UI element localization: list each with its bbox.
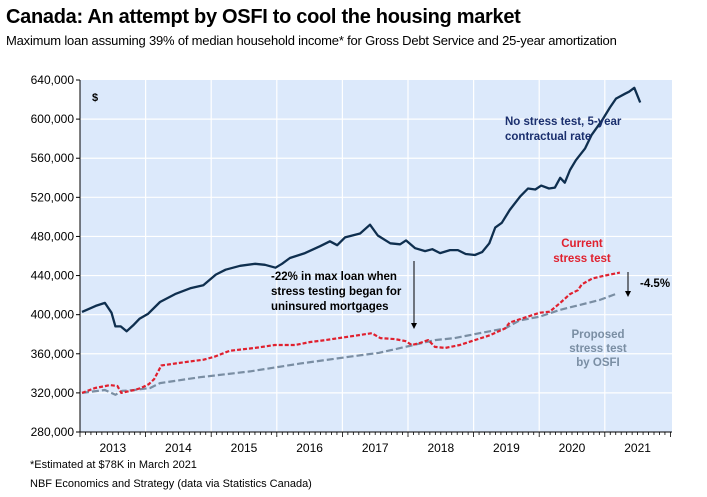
annotations: $ No stress test, 5-year contractual rate C…: [92, 92, 670, 369]
y-tick-label: 600,000: [31, 112, 75, 126]
x-tick-label: 2017: [362, 441, 389, 455]
gridlines: [80, 80, 672, 432]
label-current-stress-test-line: stress test: [553, 253, 611, 265]
x-tick-label: 2019: [493, 441, 520, 455]
chart-title: Canada: An attempt by OSFI to cool the h…: [6, 6, 521, 28]
y-tick-label: 560,000: [31, 151, 75, 165]
y-tick-label: 520,000: [31, 190, 75, 204]
label-stress-test-drop-line: uninsured mortgages: [271, 301, 389, 313]
label-proposed-stress-test-line: by OSFI: [576, 357, 619, 369]
y-tick-label: 280,000: [31, 425, 75, 439]
label-proposed-stress-test-line: Proposed: [571, 329, 624, 341]
x-tick-label: 2015: [231, 441, 258, 455]
y-tick-label: 360,000: [31, 347, 75, 361]
unit-label: $: [92, 92, 98, 104]
series-line-current-stress-test: [81, 271, 621, 394]
plot-area: [80, 80, 672, 432]
unit-label-line: $: [92, 92, 98, 104]
label-no-stress-test: No stress test, 5-year contractual rate: [505, 116, 622, 143]
x-tick-label: 2018: [427, 441, 454, 455]
label-no-stress-test-line: contractual rate: [505, 131, 591, 143]
label-stress-test-drop: -22% in max loan when stress testing bega…: [271, 271, 402, 313]
x-tick-label: 2013: [99, 441, 126, 455]
y-tick-label: 640,000: [31, 73, 75, 87]
y-tick-label: 400,000: [31, 308, 75, 322]
arrow-stress-test-drop-head: [411, 323, 417, 329]
label-current-stress-test: Current stress test: [553, 238, 611, 265]
label-stress-test-drop-line: -22% in max loan when: [271, 271, 397, 283]
series-line-proposed-stress-test: [81, 292, 619, 396]
footnote-income: *Estimated at $78K in March 2021: [30, 459, 197, 471]
y-tick-label: 480,000: [31, 229, 75, 243]
label-proposed-stress-test-line: stress test: [569, 343, 627, 355]
chart-subtitle: Maximum loan assuming 39% of median hous…: [6, 33, 617, 48]
y-tick-label: 320,000: [31, 386, 75, 400]
label-gap-percent-line: -4.5%: [640, 278, 670, 290]
label-current-stress-test-line: Current: [561, 238, 603, 250]
x-tick-label: 2021: [624, 441, 651, 455]
series-group: [81, 86, 642, 396]
label-stress-test-drop-line: stress testing began for: [271, 286, 402, 298]
y-tick-label: 440,000: [31, 269, 75, 283]
axes: 280,000 320,000 360,000 400,000 440,000 480,0…: [31, 73, 672, 455]
label-gap-percent: -4.5%: [640, 278, 670, 290]
series-line-no-stress-test: [81, 86, 642, 333]
label-no-stress-test-line: No stress test, 5-year: [505, 116, 622, 128]
x-tick-label: 2020: [559, 441, 586, 455]
x-tick-label: 2016: [296, 441, 323, 455]
footnote-source: NBF Economics and Strategy (data via Sta…: [30, 478, 312, 490]
arrow-gap-head: [625, 291, 631, 297]
label-proposed-stress-test: Proposed stress test by OSFI: [569, 329, 627, 369]
x-tick-label: 2014: [165, 441, 192, 455]
